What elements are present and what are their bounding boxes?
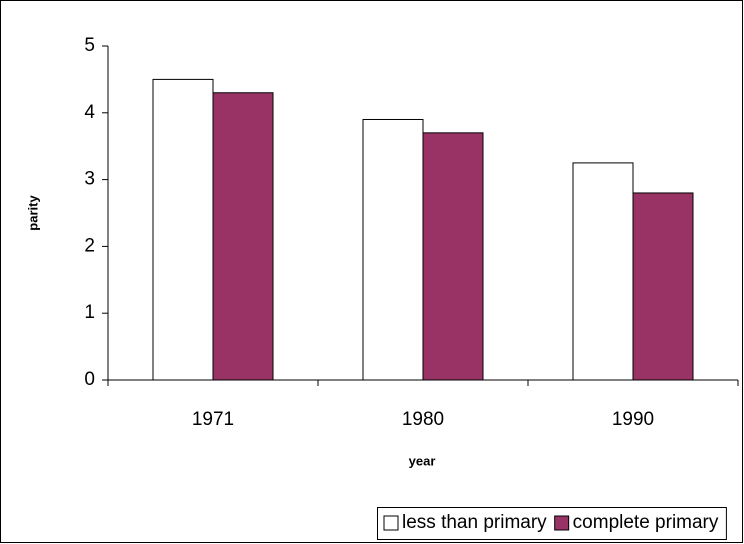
- legend-label: less than primary: [402, 512, 547, 533]
- y-tick-label: 5: [84, 35, 95, 56]
- y-axis-title: parity: [25, 195, 40, 231]
- legend-swatch: [554, 515, 570, 531]
- bar: [212, 92, 274, 381]
- bar: [362, 118, 424, 381]
- legend-swatch: [383, 515, 399, 531]
- bar: [572, 162, 634, 381]
- y-tick-label: 2: [84, 235, 95, 256]
- bar: [422, 132, 484, 381]
- x-axis-title: year: [409, 453, 436, 468]
- y-tick-label: 4: [84, 102, 95, 123]
- bar: [152, 78, 214, 381]
- legend-label: complete primary: [573, 512, 719, 533]
- x-tick-label: 1980: [402, 409, 444, 430]
- legend-box: [377, 507, 727, 540]
- x-tick-label: 1990: [612, 409, 654, 430]
- x-tick-label: 1971: [192, 409, 234, 430]
- y-tick-label: 3: [84, 169, 95, 190]
- bar: [632, 192, 694, 381]
- y-tick-label: 0: [84, 369, 95, 390]
- y-tick-label: 1: [84, 302, 95, 323]
